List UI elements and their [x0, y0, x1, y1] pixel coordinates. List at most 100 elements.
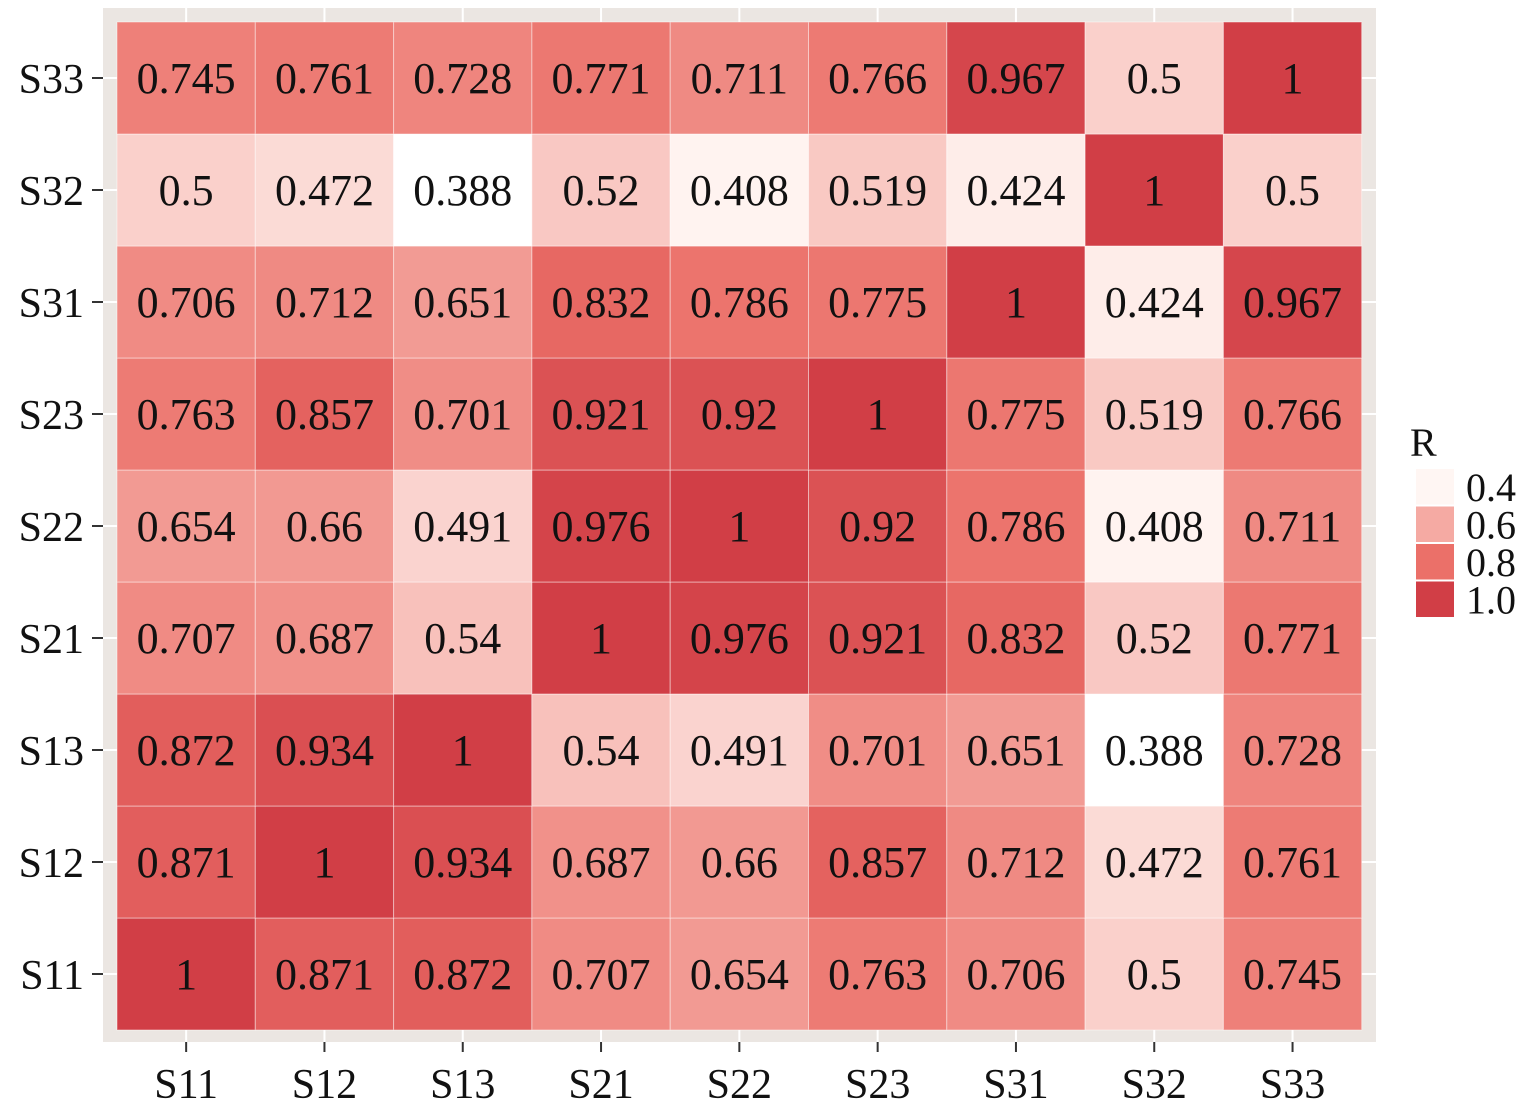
heatmap-tile [393, 805, 533, 919]
cell-value-label: 0.775 [828, 278, 927, 327]
heatmap-tile [116, 357, 256, 471]
heatmap-tile [116, 21, 256, 135]
heatmap-tile [669, 581, 810, 695]
cell-value-label: 0.786 [966, 502, 1065, 551]
x-tick-label: S33 [1260, 1062, 1325, 1108]
cell-value-label: 0.519 [828, 166, 927, 215]
cell-value-label: 0.651 [966, 726, 1065, 775]
legend: R 0.40.60.81.0 [1410, 420, 1516, 622]
heatmap-tile [254, 469, 395, 583]
legend-key [1416, 544, 1454, 580]
cell-value-label: 0.728 [413, 54, 512, 103]
cell-value-label: 0.763 [828, 950, 927, 999]
heatmap-tile [669, 133, 810, 247]
heatmap-tile [1222, 133, 1363, 247]
y-tick-label: S13 [19, 729, 84, 775]
cell-value-label: 0.92 [839, 502, 916, 551]
cell-value-label: 0.701 [413, 390, 512, 439]
heatmap-tile [254, 581, 395, 695]
heatmap-tile [116, 805, 256, 919]
cell-value-label: 0.712 [275, 278, 374, 327]
x-tick-label: S13 [430, 1062, 495, 1108]
cell-value-label: 0.771 [1243, 614, 1342, 663]
cell-value-label: 0.519 [1105, 390, 1204, 439]
heatmap-tile [1222, 357, 1363, 471]
cell-labels: 1 0.871 0.872 0.707 0.654 0.763 0.706 0.5 0.745 0… [137, 54, 1342, 999]
cell-value-label: 0.967 [1243, 278, 1342, 327]
heatmap-tile [116, 133, 256, 247]
cell-value-label: 0.491 [690, 726, 789, 775]
heatmap-tile [1222, 581, 1363, 695]
cell-value-label: 0.388 [413, 166, 512, 215]
cell-value-label: 0.872 [413, 950, 512, 999]
cell-value-label: 0.967 [966, 54, 1065, 103]
y-tick-label: S33 [19, 57, 84, 103]
heatmap-tile [254, 133, 395, 247]
cell-value-label: 0.66 [701, 838, 778, 887]
cell-value-label: 0.5 [1127, 54, 1182, 103]
cell-value-label: 0.771 [552, 54, 651, 103]
heatmap-tile [946, 693, 1086, 807]
cell-value-label: 0.921 [828, 614, 927, 663]
cell-value-label: 0.934 [413, 838, 512, 887]
heatmap-tile [254, 357, 395, 471]
heatmap-tile [1222, 469, 1363, 583]
cell-value-label: 0.871 [137, 838, 236, 887]
heatmap-tile [946, 21, 1086, 135]
cell-value-label: 0.761 [275, 54, 374, 103]
y-tick-label: S21 [19, 617, 84, 663]
heatmap-tile [393, 469, 533, 583]
cell-value-label: 0.706 [966, 950, 1065, 999]
heatmap-tile [808, 469, 948, 583]
heatmap-tile [808, 693, 948, 807]
cell-value-label: 0.687 [275, 614, 374, 663]
heatmap-tile [669, 245, 810, 359]
cell-value-label: 0.766 [828, 54, 927, 103]
y-tick-label: S22 [19, 505, 84, 551]
y-tick-label: S11 [20, 953, 84, 999]
heatmap-tile [669, 805, 810, 919]
heatmap-tile [531, 581, 671, 695]
heatmap-tile [1084, 805, 1224, 919]
x-tick-label: S11 [154, 1062, 218, 1108]
heatmap-tile [1222, 245, 1363, 359]
heatmap-tile [531, 469, 671, 583]
heatmap-tile [808, 133, 948, 247]
heatmap-tile [1222, 693, 1363, 807]
legend-label: 0.4 [1466, 465, 1516, 510]
heatmap-tile [393, 357, 533, 471]
cell-value-label: 0.654 [690, 950, 789, 999]
cell-value-label: 0.707 [137, 614, 236, 663]
heatmap-tile [1084, 133, 1224, 247]
cell-value-label: 0.701 [828, 726, 927, 775]
cell-value-label: 0.52 [1116, 614, 1193, 663]
cell-value-label: 0.54 [424, 614, 501, 663]
heatmap-tile [669, 357, 810, 471]
cell-value-label: 0.472 [275, 166, 374, 215]
cell-value-label: 0.976 [690, 614, 789, 663]
heatmap-tile [808, 917, 948, 1031]
heatmap-tile [254, 21, 395, 135]
heatmap-tile [393, 581, 533, 695]
legend-label: 0.6 [1466, 502, 1516, 547]
heatmap-tile [1084, 581, 1224, 695]
cell-value-label: 1 [313, 838, 335, 887]
heatmap-tile [1084, 917, 1224, 1031]
cell-value-label: 1 [1282, 54, 1304, 103]
cell-value-label: 0.5 [1265, 166, 1320, 215]
cell-value-label: 0.872 [137, 726, 236, 775]
cell-value-label: 0.654 [137, 502, 236, 551]
legend-key [1416, 581, 1454, 617]
cell-value-label: 0.687 [552, 838, 651, 887]
x-tick-label: S31 [983, 1062, 1048, 1108]
cell-value-label: 0.775 [966, 390, 1065, 439]
x-tick-label: S32 [1122, 1062, 1187, 1108]
cell-value-label: 0.66 [286, 502, 363, 551]
heatmap-tile [254, 245, 395, 359]
heatmap-tile [254, 693, 395, 807]
cell-value-label: 0.934 [275, 726, 374, 775]
heatmap-tile [1084, 245, 1224, 359]
heatmap-tile [946, 133, 1086, 247]
heatmap-tile [393, 917, 533, 1031]
heatmap-tile [946, 469, 1086, 583]
